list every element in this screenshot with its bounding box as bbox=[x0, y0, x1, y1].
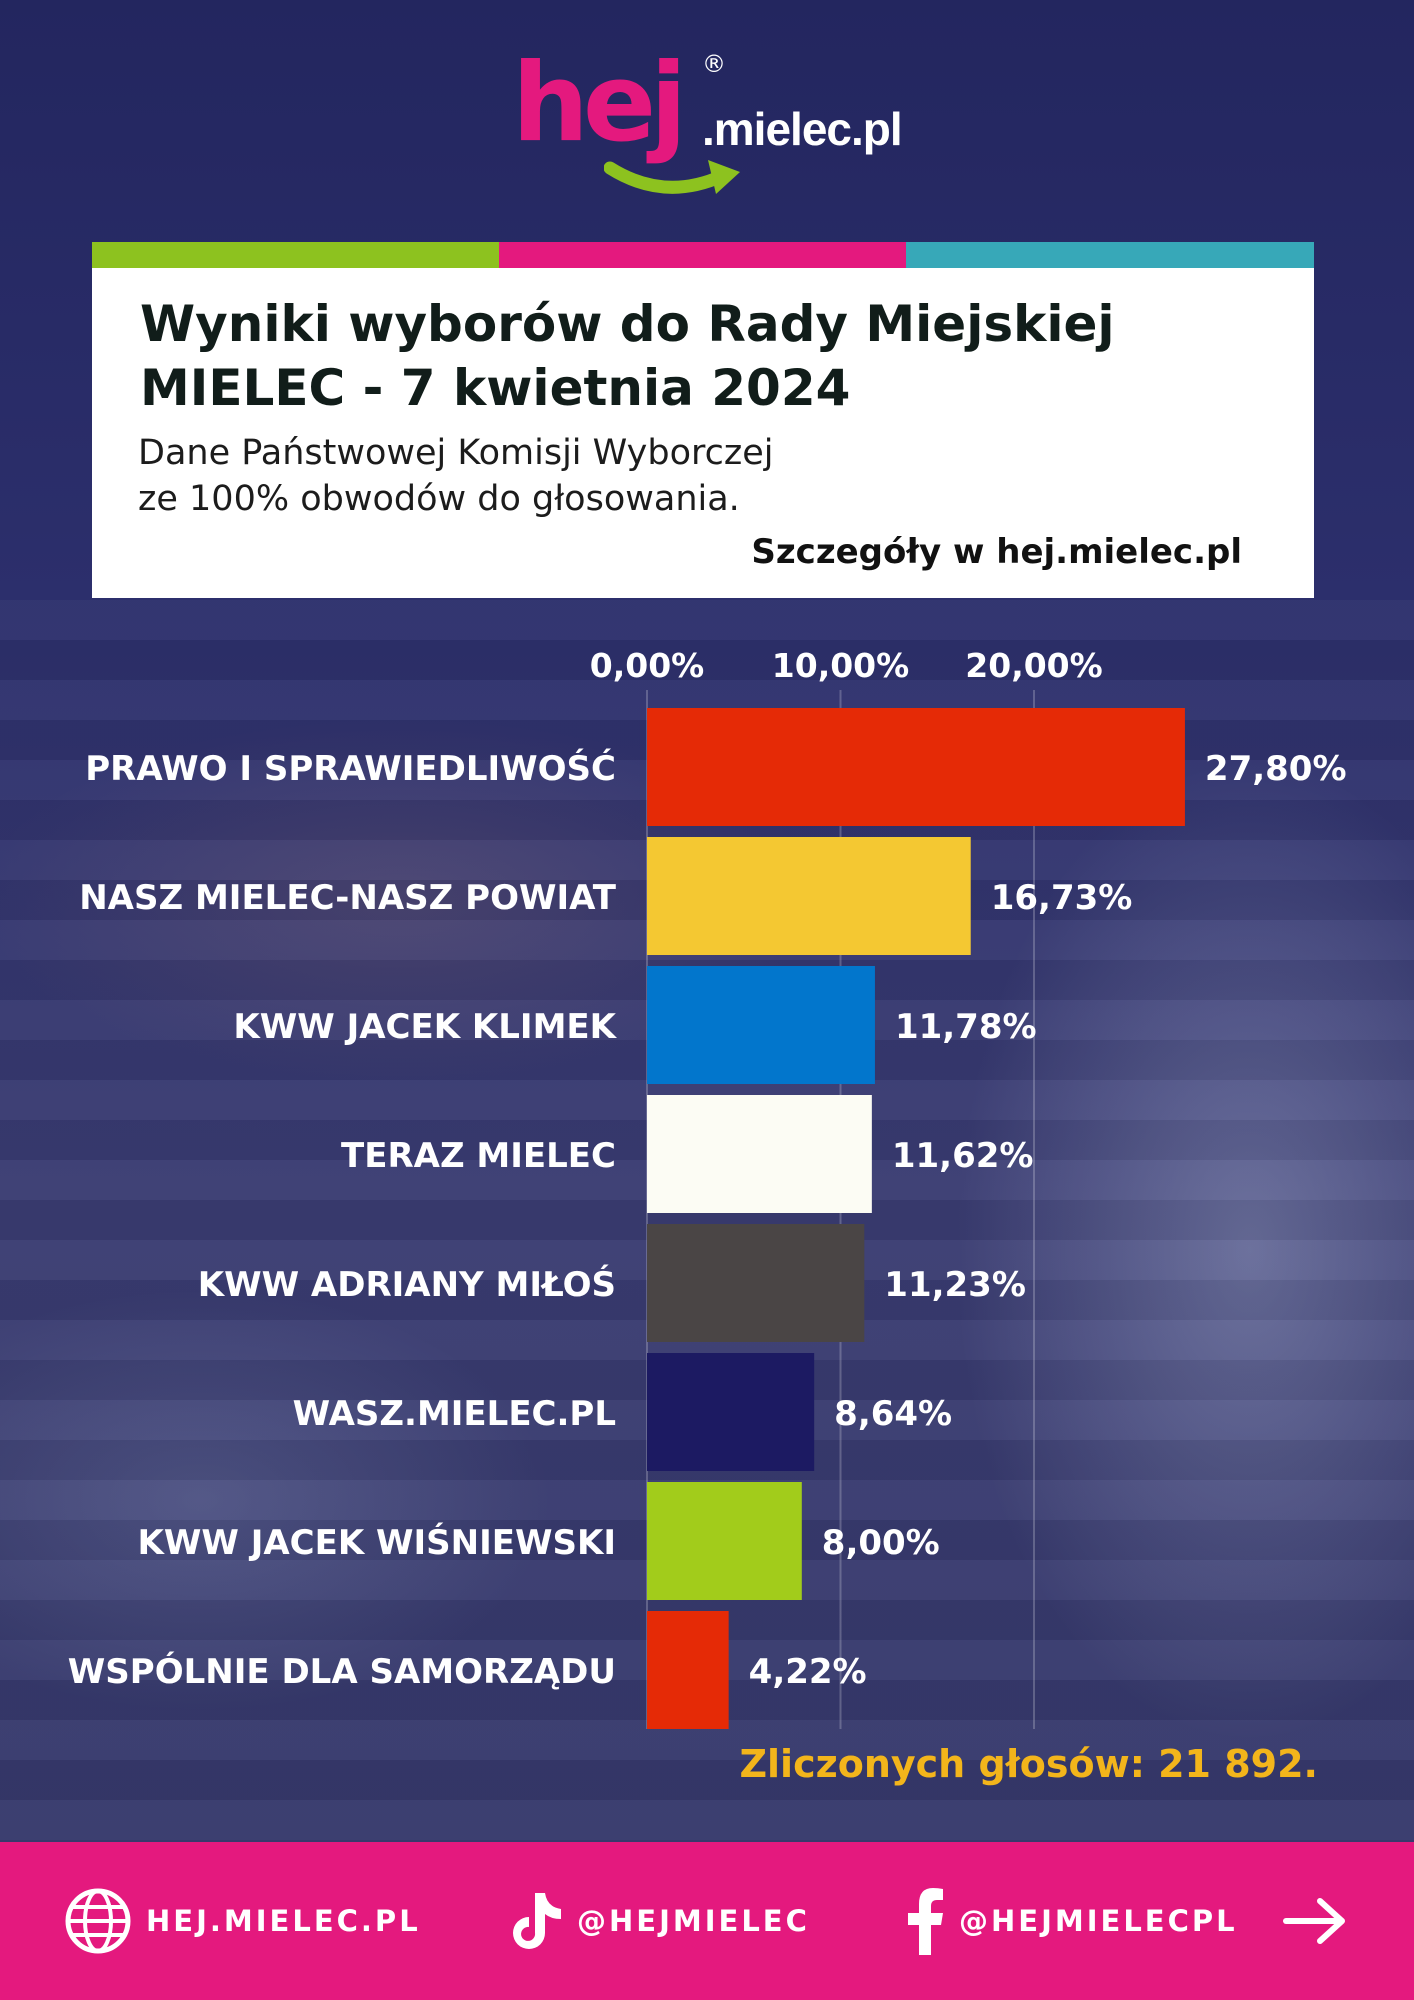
page-subtitle: Dane Państwowej Komisji Wyborczej ze 100… bbox=[138, 430, 1238, 522]
value-label: 4,22% bbox=[749, 1652, 867, 1692]
page-title: Wyniki wyborów do Rady Miejskiej MIELEC … bbox=[140, 292, 1240, 420]
stripe-teal bbox=[906, 242, 1314, 268]
footer-tiktok-link[interactable]: @HEJMIELEC bbox=[505, 1842, 810, 2000]
facebook-icon bbox=[908, 1888, 943, 1955]
bar bbox=[647, 1482, 802, 1600]
next-arrow-button[interactable] bbox=[1282, 1842, 1348, 2000]
subtitle-line-2: ze 100% obwodów do głosowania. bbox=[138, 479, 740, 519]
logo-hej-text: hej bbox=[512, 41, 687, 166]
category-label: KWW ADRIANY MIŁOŚ bbox=[198, 1264, 616, 1305]
category-label: NASZ MIELEC-NASZ POWIAT bbox=[79, 878, 617, 918]
bar bbox=[647, 1353, 815, 1471]
header-card: Wyniki wyborów do Rady Miejskiej MIELEC … bbox=[92, 268, 1314, 598]
logo-swoosh-icon bbox=[604, 160, 740, 194]
stripe-green bbox=[92, 242, 499, 268]
arrow-right-icon bbox=[1283, 1898, 1345, 1944]
category-label: WSPÓLNIE DLA SAMORZĄDU bbox=[68, 1651, 616, 1692]
x-tick-label: 10,00% bbox=[772, 646, 909, 685]
results-bar-chart: 0,00% 10,00% 20,00% PRAWO I SPRAWIEDLIWOŚĆ… bbox=[68, 646, 1347, 1729]
category-label: KWW JACEK KLIMEK bbox=[233, 1007, 617, 1047]
value-label: 11,78% bbox=[895, 1007, 1037, 1047]
footer-facebook-text: @HEJMIELECPL bbox=[959, 1904, 1238, 1938]
details-link[interactable]: Szczegóły w hej.mielec.pl bbox=[751, 532, 1242, 572]
category-label: WASZ.MIELEC.PL bbox=[293, 1394, 616, 1434]
value-label: 8,64% bbox=[834, 1394, 952, 1434]
logo-domain-text: .mielec.pl bbox=[702, 103, 903, 155]
bar bbox=[647, 708, 1185, 826]
category-label: PRAWO I SPRAWIEDLIWOŚĆ bbox=[85, 748, 616, 789]
logo: hej ® .mielec.pl bbox=[512, 50, 912, 210]
title-line-1: Wyniki wyborów do Rady Miejskiej bbox=[140, 295, 1115, 353]
bar bbox=[647, 837, 971, 955]
value-label: 11,62% bbox=[892, 1136, 1034, 1176]
footer-tiktok-text: @HEJMIELEC bbox=[577, 1904, 810, 1938]
x-tick-label: 20,00% bbox=[965, 646, 1102, 685]
chart-x-ticks: 0,00% 10,00% 20,00% bbox=[590, 646, 1103, 685]
x-tick-label: 0,00% bbox=[590, 646, 705, 685]
value-label: 11,23% bbox=[884, 1265, 1026, 1305]
value-label: 8,00% bbox=[822, 1523, 940, 1563]
tiktok-icon bbox=[513, 1893, 561, 1949]
subtitle-line-1: Dane Państwowej Komisji Wyborczej bbox=[138, 433, 774, 473]
bar bbox=[647, 1611, 729, 1729]
registered-mark: ® bbox=[702, 50, 726, 78]
stripe-pink bbox=[499, 242, 906, 268]
globe-icon bbox=[65, 1888, 131, 1954]
total-votes: Zliczonych głosów: 21 892. bbox=[739, 1742, 1318, 1786]
category-label: KWW JACEK WIŚNIEWSKI bbox=[138, 1522, 616, 1563]
value-label: 27,80% bbox=[1205, 749, 1347, 789]
footer-website-link[interactable]: HEJ.MIELEC.PL bbox=[64, 1842, 421, 2000]
title-line-2: MIELEC - 7 kwietnia 2024 bbox=[140, 359, 851, 417]
bar bbox=[647, 1224, 865, 1342]
bar bbox=[647, 1095, 872, 1213]
footer-website-text: HEJ.MIELEC.PL bbox=[146, 1904, 421, 1938]
footer-bar: HEJ.MIELEC.PL @HEJMIELEC @HEJMIELECPL bbox=[0, 1842, 1414, 2000]
footer-facebook-link[interactable]: @HEJMIELECPL bbox=[905, 1842, 1238, 2000]
category-label: TERAZ MIELEC bbox=[341, 1136, 616, 1176]
chart-bars: PRAWO I SPRAWIEDLIWOŚĆ 27,80% NASZ MIELEC-… bbox=[68, 708, 1347, 1729]
value-label: 16,73% bbox=[991, 878, 1133, 918]
bar bbox=[647, 966, 875, 1084]
